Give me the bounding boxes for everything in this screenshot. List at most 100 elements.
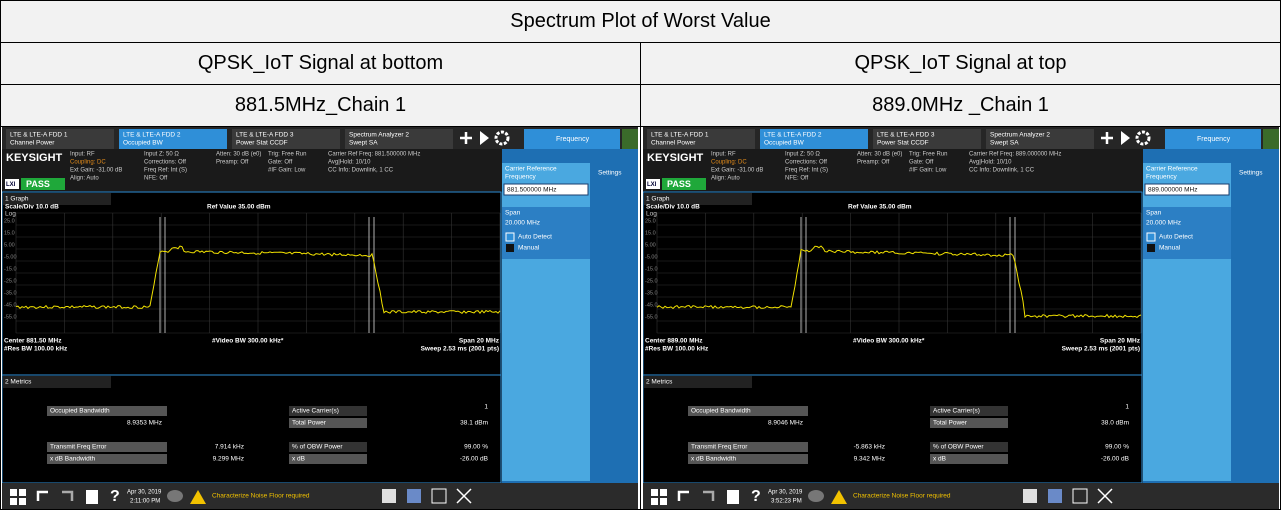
taskbar [643,483,1279,509]
info-text: Preamp: Off [216,160,249,166]
brand: KEYSIGHT [647,152,704,164]
radio-on [505,232,515,242]
metrics-label-box [3,376,111,388]
metric-label-box [289,406,367,416]
taskbar [2,483,638,509]
metrics-label: 2 Metrics [5,379,32,386]
y-axis-label: -5.00 [645,254,658,260]
add-icon [1101,132,1113,144]
metric-label: Occupied Bandwidth [691,408,751,415]
setting-label: Frequency [505,174,536,181]
y-axis-label: 15.0 [645,230,656,236]
time: 2:11:00 PM [130,499,160,505]
span: Span 20 MHz [1100,338,1141,345]
metric-label-box [930,442,1008,452]
lxi-badge [646,179,660,189]
info-text: Carrier Ref Freq: 881.500000 MHz [328,152,420,158]
center-freq: Center 889.00 MHz [645,338,703,345]
info-text: Atten: 30 dB (e0) [216,152,261,158]
metric-label: % of OBW Power [292,444,343,451]
graph-label-box [644,193,752,205]
setting-label: Span [505,210,521,217]
graph-label: 1 Graph [646,196,670,203]
metric-label-box [688,442,808,452]
info-text: Coupling: DC [711,160,747,166]
info-text: CC Info: Downlink, 1 CC [328,168,394,174]
y-axis-label: 15.0 [4,230,15,236]
metric-value: 7.914 kHz [215,444,244,451]
y-axis-label: -15.0 [4,266,17,272]
keypad-icon [382,489,396,503]
y-axis-label: 5.00 [645,242,656,248]
tab-label: LTE & LTE-A FDD 3 [877,132,935,139]
metric-label: x dB Bandwidth [691,456,737,463]
column-subheading: 889.0MHz _Chain 1 [640,84,1281,127]
info-text: Input: RF [711,152,736,158]
notice: Characterize Noise Floor required [212,493,310,500]
metric-label-box [930,454,1008,464]
info-text: CC Info: Downlink, 1 CC [969,168,1035,174]
tab-label: Channel Power [651,140,696,147]
metric-label: Active Carrier(s) [292,408,339,415]
radio-on [1146,232,1156,242]
tab [873,129,981,149]
settings-tab: Settings [598,170,622,177]
info-text: Preamp: Off [857,160,890,166]
lxi-badge-text: LXI [647,182,657,188]
center-freq: Center 881.50 MHz [4,338,62,345]
metric-value: 8.9046 MHz [768,420,803,427]
arrow-icon [1121,131,1130,145]
run-indicator [1263,129,1279,149]
metric-value: 38.1 dBm [460,420,488,427]
y-axis-label: -35.0 [4,290,17,296]
metric-label-box [289,418,367,428]
menu-button [524,129,620,149]
info-text: Atten: 30 dB (e0) [857,152,902,158]
setting-option: Auto Detect [1159,234,1193,241]
setting-value: 20.000 MHz [505,220,540,227]
metric-value: -26.00 dB [460,456,488,463]
tab-label: Swept SA [349,140,378,147]
info-text: Corrections: Off [144,160,186,166]
info-text: NFE: Off [785,176,809,182]
fullscreen-icon [456,488,472,504]
metric-value: 99.00 % [464,444,488,451]
status-box [662,178,706,190]
info-text: Gate: Off [909,160,934,166]
undo-icon [36,490,48,501]
settings-tab: Settings [1239,170,1263,177]
setting-label: Frequency [1146,174,1177,181]
arrow-icon [480,131,489,145]
info-text: Ext Gain: -31.00 dB [711,168,763,174]
window-icon [1072,488,1088,504]
metric-label-box [930,418,1008,428]
tab-label: LTE & LTE-A FDD 1 [10,132,68,139]
y-axis-label: -55.0 [4,314,17,320]
video-bw: #Video BW 300.00 kHz* [853,338,925,345]
y-axis-label: -25.0 [4,278,17,284]
windows-icon [10,489,26,505]
metric-value: 1 [484,404,488,411]
span-group [502,207,590,259]
metric-label-box [47,454,167,464]
res-bw: #Res BW 100.00 kHz [645,346,709,353]
redo-icon [62,490,74,501]
metric-label: Transmit Freq Error [50,444,107,451]
metric-value: 9.299 MHz [213,456,244,463]
warning-icon [190,490,206,504]
metrics-label: 2 Metrics [646,379,673,386]
info-text: Input Z: 50 Ω [785,152,820,158]
tab-label: Power Stat CCDF [236,140,288,147]
column-heading: QPSK_IoT Signal at top [640,42,1281,85]
res-bw: #Res BW 100.00 kHz [4,346,68,353]
warning-icon [831,490,847,504]
info-text: Align: Auto [70,176,99,182]
sweep: Sweep 2.53 ms (2001 pts) [1062,346,1140,353]
info-text: NFE: Off [144,176,168,182]
info-text: Corrections: Off [785,160,827,166]
column-heading: QPSK_IoT Signal at bottom [0,42,641,85]
value-box [1144,183,1230,196]
menu-label: Frequency [1197,136,1231,143]
tab-label: LTE & LTE-A FDD 1 [651,132,709,139]
metric-label-box [47,406,167,416]
